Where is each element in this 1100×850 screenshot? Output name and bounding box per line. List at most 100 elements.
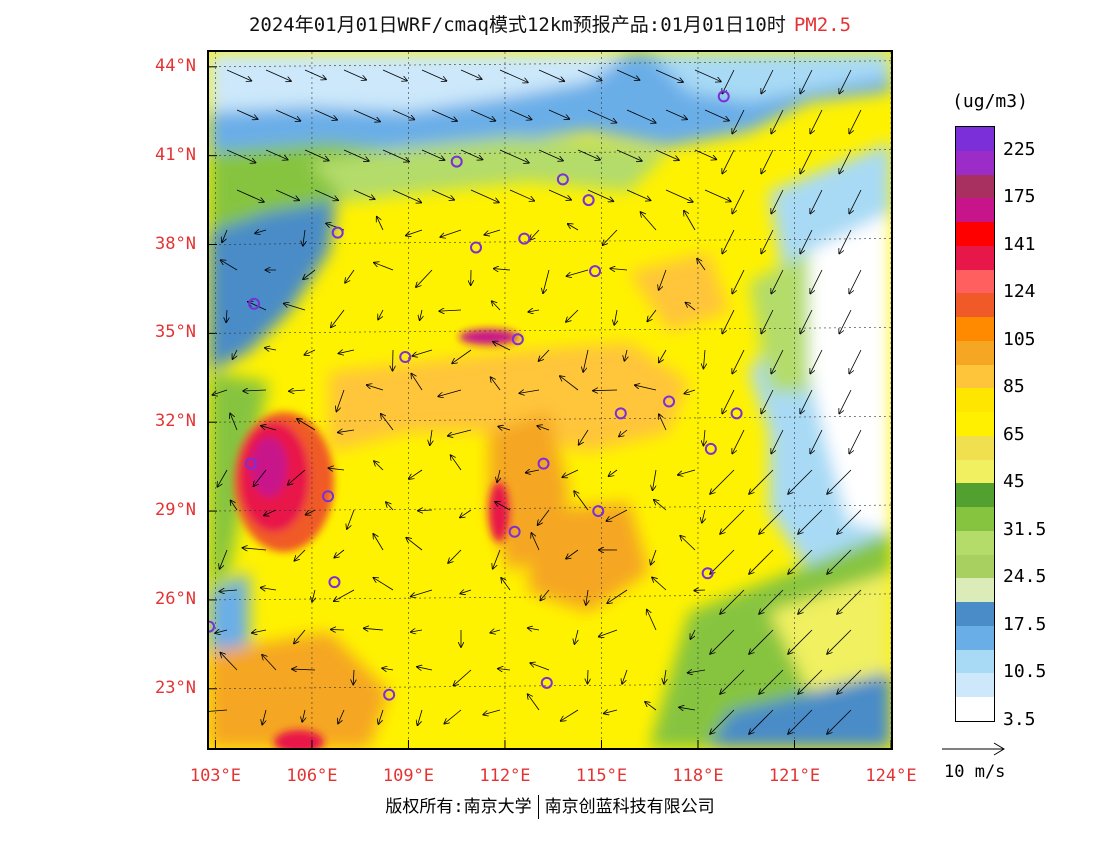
station-marker — [717, 90, 730, 103]
lon-tick-label: 106°E — [286, 766, 338, 786]
wind-arrow — [606, 509, 628, 521]
wind-arrow — [694, 69, 721, 81]
wind-arrow — [586, 589, 588, 605]
station-marker — [470, 241, 483, 254]
wind-arrow — [599, 629, 618, 637]
wind-arrow — [338, 430, 355, 432]
wind-arrow — [493, 549, 501, 569]
wind-arrow — [810, 269, 823, 293]
wind-arrow — [353, 669, 354, 684]
station-marker — [328, 576, 341, 589]
wind-arrow — [373, 534, 384, 551]
station-marker — [383, 688, 396, 701]
wind-arrow — [622, 669, 628, 684]
wind-arrow — [236, 109, 257, 119]
wind-arrow — [703, 349, 705, 368]
station-marker — [614, 407, 627, 420]
wind-arrow — [626, 189, 650, 200]
station-marker — [209, 620, 215, 633]
wind-arrow — [540, 589, 550, 600]
station-marker — [589, 265, 602, 278]
wind-arrow — [704, 109, 729, 121]
wind-arrow — [438, 389, 462, 396]
wind-arrow — [418, 510, 433, 511]
wind-arrow — [647, 610, 657, 631]
station-marker — [704, 442, 717, 455]
wind-arrow — [215, 630, 228, 633]
colorbar-segment — [956, 483, 994, 508]
colorbar-segment — [956, 198, 994, 223]
wind-arrow — [587, 109, 616, 123]
wind-arrow — [665, 109, 687, 119]
colorbar-tick-label: 24.5 — [1003, 566, 1047, 588]
wind-arrow — [491, 377, 501, 391]
wind-arrow — [222, 229, 228, 242]
wind-arrow — [297, 419, 316, 431]
colorbar-segment — [956, 649, 994, 674]
wind-arrow — [771, 429, 784, 453]
wind-arrow — [837, 509, 862, 534]
station-marker — [663, 395, 676, 408]
wind-arrow — [702, 509, 705, 523]
wind-arrow — [440, 229, 462, 237]
lon-tick-label: 109°E — [382, 766, 435, 786]
pollution-field — [209, 52, 891, 748]
wind-arrow — [261, 426, 277, 431]
wind-arrow — [289, 390, 306, 391]
wind-arrow — [810, 189, 823, 213]
wind-arrow — [538, 509, 550, 525]
copyright-footer: 版权所有:南京大学 南京创蓝科技有限公司 — [0, 792, 1100, 819]
wind-arrow — [265, 69, 291, 81]
wind-arrow — [810, 429, 823, 453]
wind-arrow — [732, 269, 745, 293]
wind-arrow — [470, 109, 495, 121]
wind-arrow — [460, 509, 472, 517]
wind-arrow — [303, 269, 316, 279]
wind-arrow — [548, 109, 569, 119]
wind-arrow — [334, 549, 345, 558]
wind-arrow — [226, 149, 255, 163]
lon-tick-label: 124°E — [865, 766, 917, 786]
wind-arrow — [577, 149, 600, 160]
wind-arrow — [411, 374, 423, 391]
colorbar-tick-label: 65 — [1003, 423, 1025, 445]
wind-arrow — [827, 629, 852, 654]
wind-arrow — [413, 349, 433, 356]
wind-arrow — [619, 429, 628, 436]
wind-arrow — [685, 390, 696, 394]
wind-arrow — [294, 549, 306, 561]
wind-arrow — [722, 69, 735, 93]
wind-arrow — [761, 389, 774, 413]
wind-arrow — [697, 259, 706, 271]
wind-arrow — [306, 509, 316, 515]
wind-reference-label: 10 m/s — [944, 762, 1006, 782]
colorbar-segment — [956, 602, 994, 627]
wind-arrow — [406, 538, 423, 551]
wind-vectors — [209, 69, 862, 734]
lon-tick-label: 103°E — [189, 766, 242, 786]
station-marker — [450, 155, 463, 168]
wind-arrow — [664, 669, 666, 683]
wind-arrow — [788, 629, 813, 654]
wind-arrow — [710, 469, 735, 494]
wind-arrow — [261, 588, 277, 590]
wind-arrow — [264, 509, 277, 515]
wind-arrow — [213, 389, 228, 395]
wind-arrow — [470, 189, 499, 202]
wind-arrow — [539, 349, 550, 361]
wind-arrow — [849, 269, 862, 293]
wind-arrow — [288, 469, 306, 485]
wind-arrow — [759, 669, 784, 694]
wind-arrow — [614, 309, 617, 325]
colorbar-segment — [956, 174, 994, 199]
wind-arrow — [722, 389, 735, 413]
wind-arrow — [331, 309, 345, 327]
wind-arrow — [329, 468, 345, 470]
wind-arrow — [382, 149, 409, 161]
wind-arrow — [561, 709, 579, 721]
wind-arrow — [645, 702, 657, 711]
wind-arrow — [788, 709, 813, 734]
latitude-line — [209, 415, 891, 423]
page-title: 2024年01月01日WRF/cmaq模式12km预报产品:01月01日10时 P… — [0, 10, 1100, 37]
wind-arrow — [761, 229, 774, 253]
